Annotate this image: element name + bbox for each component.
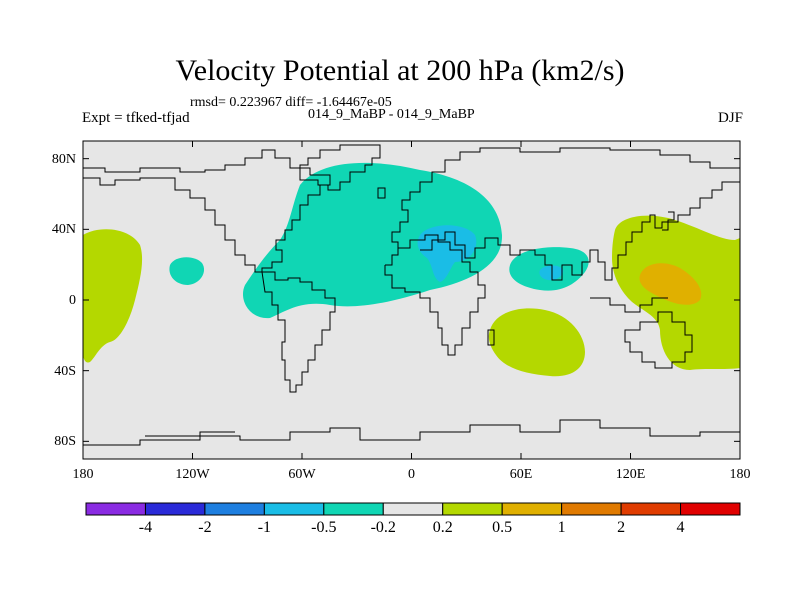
map-frame [82, 140, 741, 460]
colorbar-swatch [680, 502, 741, 516]
colorbar-label: 1 [557, 519, 566, 536]
colorbar-swatch [144, 502, 206, 516]
lat-tick-label: 0 [69, 293, 76, 308]
lat-tick-label: 40S [54, 363, 76, 379]
colorbar-swatch [501, 502, 563, 516]
coastline-madagascar [487, 329, 495, 346]
coastline-greenland [299, 144, 381, 191]
lat-tick-label: 80S [54, 434, 76, 450]
coastline-antarctic-peninsula [145, 431, 235, 437]
coastline-north-america [83, 149, 331, 273]
colorbar-swatch [204, 502, 265, 516]
colorbar-swatch [620, 502, 682, 516]
coastline-south-america [261, 271, 336, 393]
negative-anomaly-region-east-pacific [169, 257, 205, 285]
colorbar-label: 0.5 [492, 519, 513, 536]
colorbar-label: 4 [676, 519, 685, 536]
lon-tick-label: 0 [408, 467, 415, 482]
anomaly-fills [83, 162, 740, 377]
colorbar [85, 502, 741, 516]
lon-tick-label: 60W [288, 467, 316, 482]
colorbar-swatch [561, 502, 622, 516]
colorbar-label: -1 [257, 519, 272, 536]
coastlines [83, 144, 740, 446]
colorbar-swatch [442, 502, 503, 516]
colorbar-swatch [85, 502, 146, 516]
coastline-japan [662, 211, 675, 231]
colorbar-swatch [263, 502, 325, 516]
negative-core-indian-ocean [539, 265, 564, 281]
positive-anomaly-region-west [83, 229, 143, 363]
coastline-eurasia [385, 147, 740, 266]
run-comparison-label: 014_9_MaBP - 014_9_MaBP [308, 107, 475, 122]
colorbar-label: -2 [198, 519, 212, 536]
lon-tick-label: 120W [175, 467, 210, 482]
coastline-antarctica [83, 419, 740, 446]
experiment-label: Expt = tfked-tfjad [82, 110, 190, 126]
lon-tick-label: 120E [615, 467, 646, 482]
coastline-asia-south [420, 181, 740, 281]
plot-title: Velocity Potential at 200 hPa (km2/s) [175, 54, 625, 87]
stronger-positive-core-pacific [639, 263, 702, 305]
colorbar-swatch [382, 502, 444, 516]
rmsd-stats: rmsd= 0.223967 diff= -1.64467e-05 [190, 95, 392, 110]
colorbar-label: -4 [138, 519, 153, 536]
lon-tick-label: 180 [72, 467, 94, 482]
colorbar-label: -0.2 [370, 519, 396, 536]
coastline-australia [624, 311, 693, 369]
lat-tick-label: 40N [51, 222, 76, 238]
coastline-british-isles [377, 187, 386, 199]
colorbar-swatch [323, 502, 384, 516]
colorbar-label: -0.5 [311, 519, 337, 536]
colorbar-label: 2 [617, 519, 626, 536]
lat-tick-label: 80N [51, 151, 76, 167]
stronger-negative-core-africa [417, 225, 477, 282]
coastline-africa [384, 234, 486, 356]
lon-tick-label: 180 [729, 467, 751, 482]
coastline-maritime-islands [590, 297, 668, 313]
season-label: DJF [717, 110, 743, 126]
positive-anomaly-region-south-indian [488, 308, 585, 377]
colorbar-label: 0.2 [432, 519, 453, 536]
lon-tick-label: 60E [509, 467, 533, 482]
